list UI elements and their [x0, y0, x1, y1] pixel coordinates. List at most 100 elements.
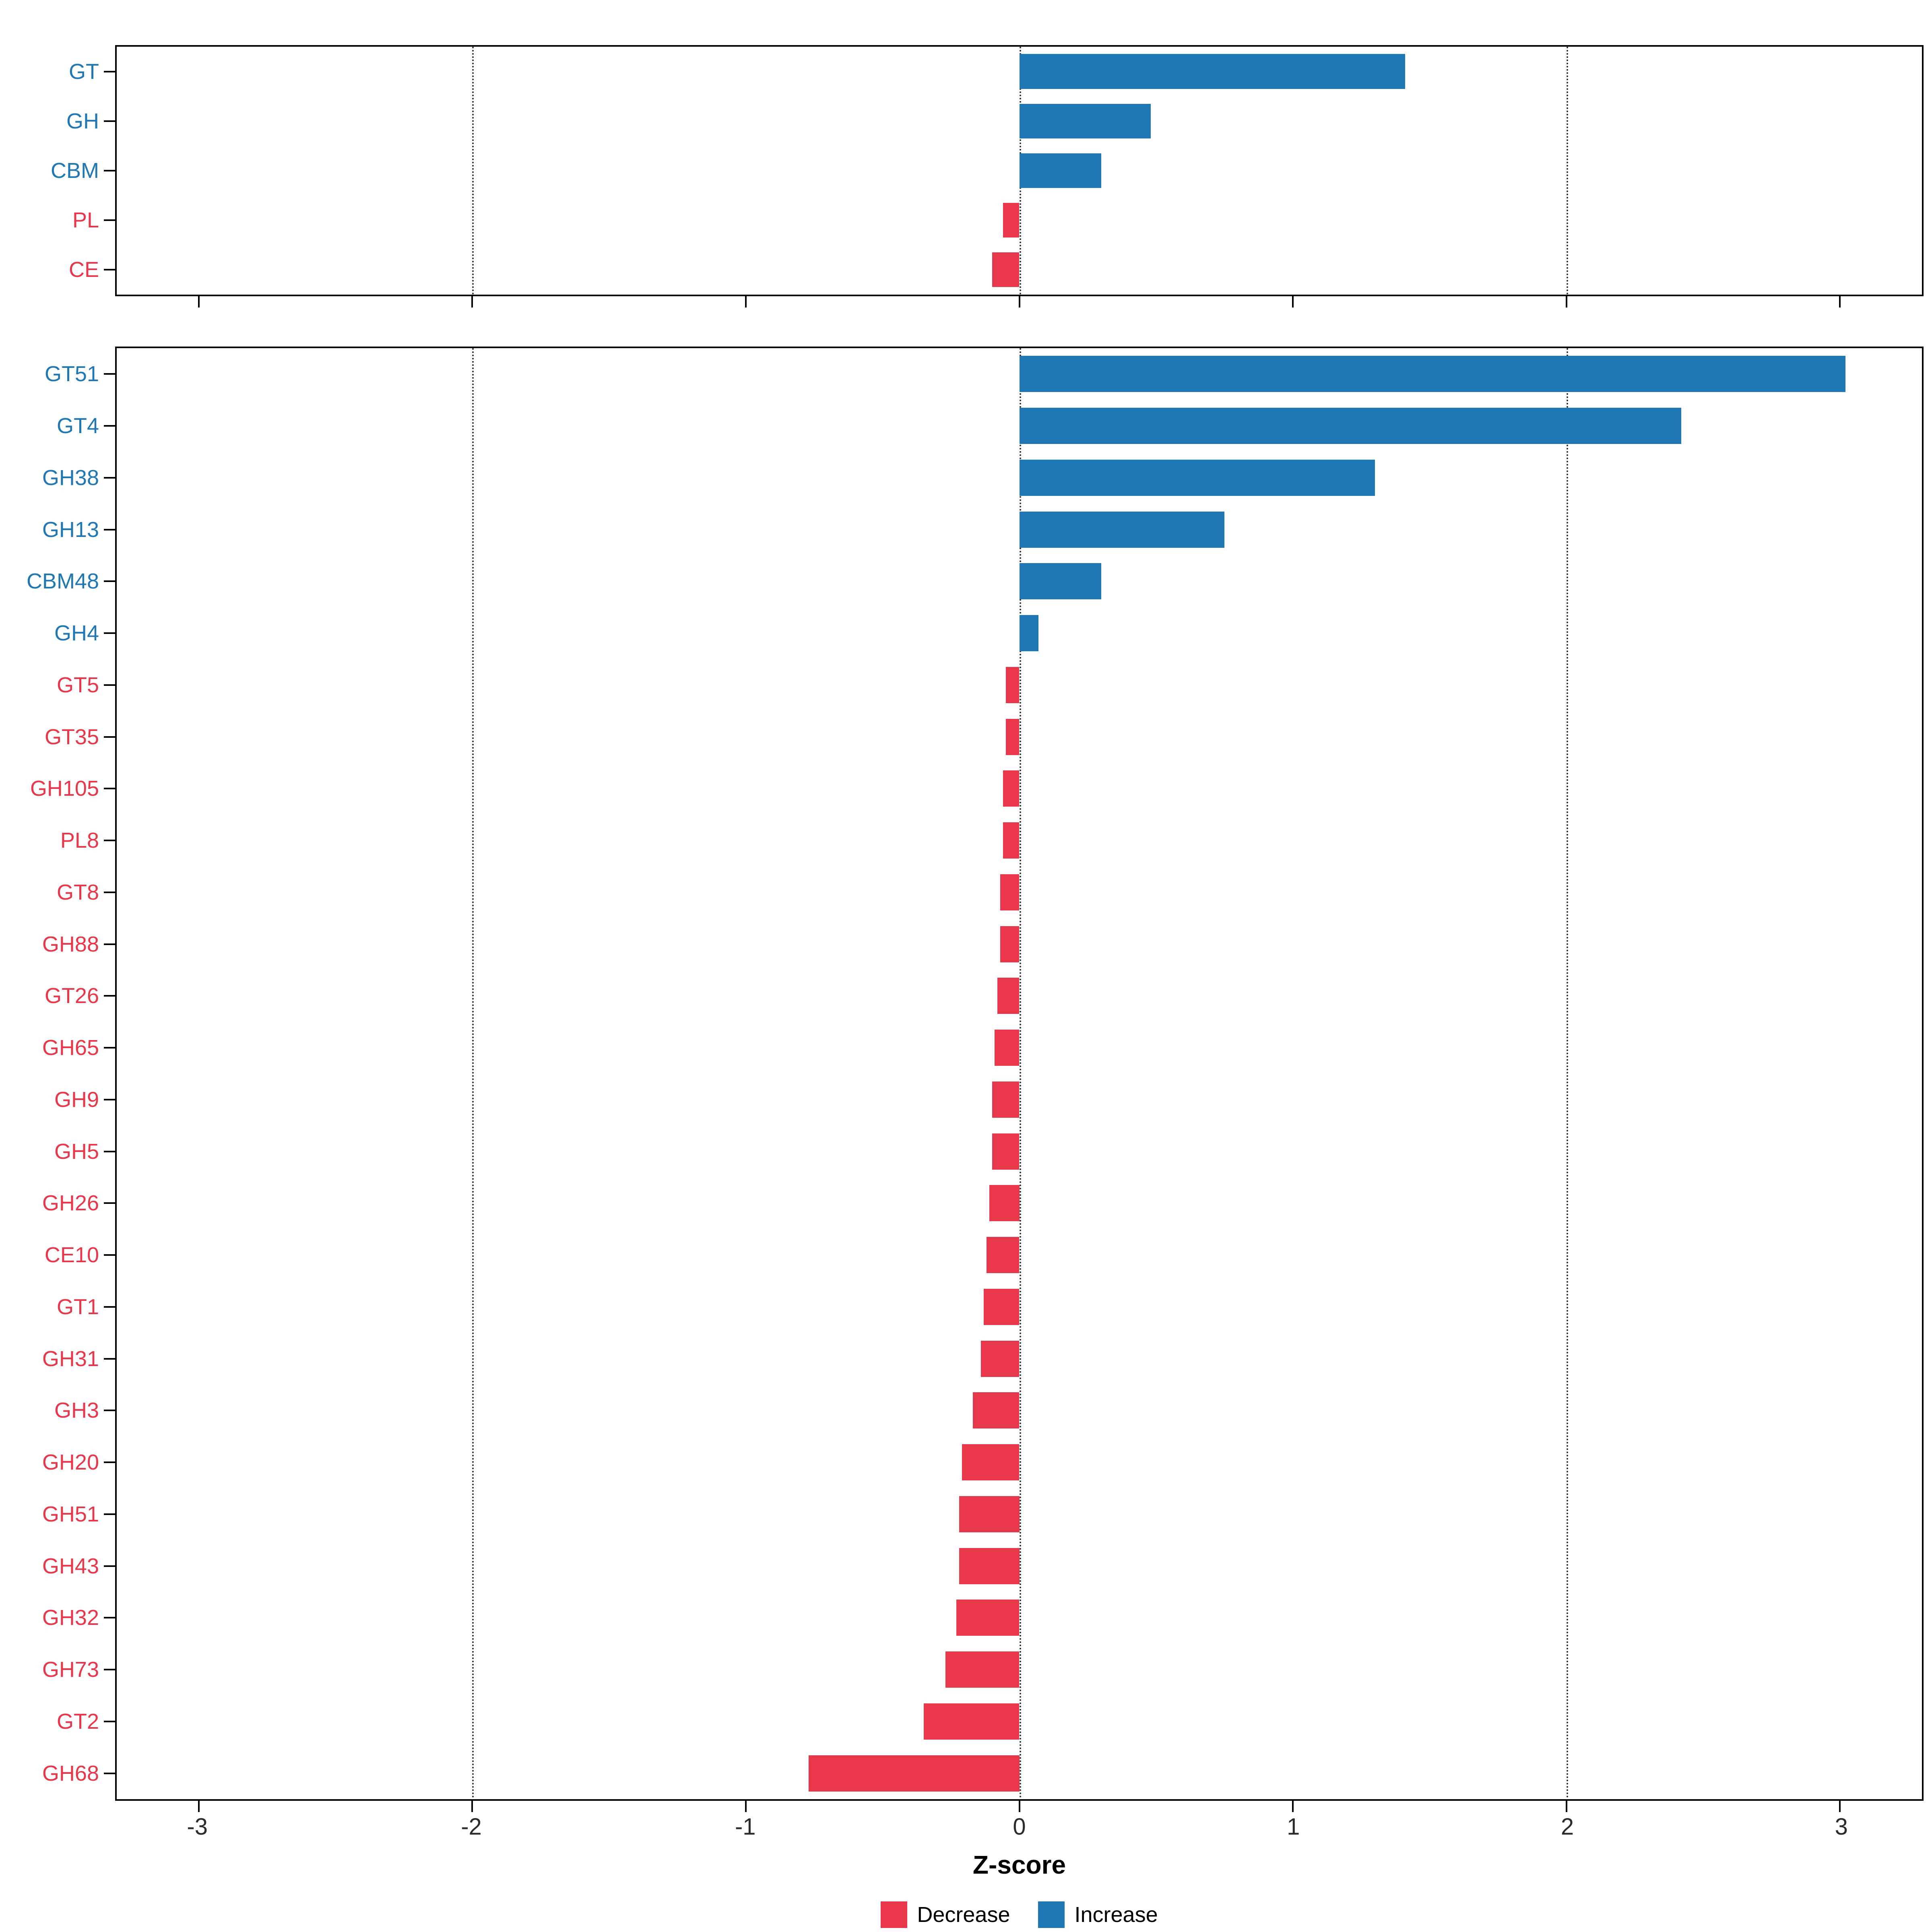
- y-axis-label-gh38: GH38: [42, 465, 99, 490]
- y-axis-tick: [104, 1358, 115, 1360]
- x-axis-tick: [1018, 296, 1020, 308]
- y-axis-label-gh3: GH3: [54, 1398, 99, 1423]
- bar-row: GH9: [54, 1074, 1922, 1126]
- bar-row: CBM48: [27, 555, 1922, 607]
- bar-row: GT: [69, 47, 1922, 96]
- bar-gh26: [989, 1185, 1020, 1222]
- x-axis-tick: [1565, 1801, 1567, 1812]
- bar-row: GT1: [57, 1281, 1922, 1333]
- y-axis-tick: [104, 1098, 115, 1100]
- y-axis-tick: [104, 632, 115, 634]
- y-axis-label-pl: PL: [72, 208, 99, 233]
- y-axis-label-gh32: GH32: [42, 1606, 99, 1630]
- y-axis-label-cbm48: CBM48: [26, 569, 99, 594]
- x-axis-tick: [745, 1801, 747, 1812]
- bar-row: GH38: [42, 452, 1922, 504]
- bar-row: GH43: [42, 1540, 1922, 1592]
- bar-gh65: [995, 1030, 1020, 1066]
- bar-row: GH32: [42, 1592, 1922, 1644]
- y-axis-tick: [104, 684, 115, 686]
- bar-gh43: [959, 1548, 1020, 1584]
- bar-row: GH73: [42, 1644, 1922, 1696]
- y-axis-tick: [104, 788, 115, 790]
- bar-gh3: [972, 1392, 1020, 1429]
- y-axis-tick: [104, 736, 115, 738]
- bar-gh105: [1003, 770, 1020, 807]
- bar-row: CE10: [45, 1229, 1922, 1281]
- bar-row: GH3: [54, 1385, 1922, 1437]
- y-axis-label-gh51: GH51: [42, 1502, 99, 1526]
- bar-row: GH105: [30, 763, 1922, 815]
- legend-label-decrease: Decrease: [917, 1903, 1010, 1927]
- y-axis-label-ce10: CE10: [44, 1243, 99, 1267]
- y-axis-tick: [104, 373, 115, 375]
- bar-gt8: [1000, 874, 1020, 910]
- y-axis-tick: [104, 70, 115, 72]
- y-axis-tick: [104, 1513, 115, 1515]
- bar-gt35: [1005, 718, 1020, 755]
- x-axis-tick: [1292, 1801, 1294, 1812]
- y-axis-label-gh88: GH88: [42, 932, 99, 956]
- y-axis-tick: [104, 1306, 115, 1308]
- gridline: [472, 348, 474, 1799]
- y-axis-label-gt51: GT51: [44, 362, 99, 386]
- y-axis-tick: [104, 1202, 115, 1204]
- bar-row: GH88: [42, 918, 1922, 970]
- bar-row: CBM: [51, 146, 1922, 195]
- bar-gt5: [1005, 667, 1020, 703]
- bar-row: GH51: [42, 1488, 1922, 1540]
- y-axis-tick: [104, 891, 115, 893]
- bar-gh5: [992, 1133, 1020, 1170]
- y-axis-tick: [104, 995, 115, 997]
- bar-cbm: [1019, 153, 1102, 188]
- x-axis-tick: [1292, 296, 1294, 308]
- x-axis-tick-labels: -3 -2 -1 0 1 2 3: [115, 1813, 1924, 1845]
- y-axis-tick: [104, 1617, 115, 1619]
- y-axis-tick: [104, 1254, 115, 1256]
- gridline: [1566, 47, 1568, 295]
- y-axis-label-gh73: GH73: [42, 1657, 99, 1682]
- y-axis-label-gt1: GT1: [56, 1294, 99, 1319]
- bar-gh31: [981, 1340, 1020, 1377]
- bar-row: GT2: [57, 1696, 1922, 1748]
- y-axis-label-gh31: GH31: [42, 1346, 99, 1371]
- y-axis-tick: [104, 580, 115, 582]
- y-axis-label-pl8: PL8: [60, 828, 99, 853]
- y-axis-label-gh13: GH13: [42, 517, 99, 542]
- y-axis-label-gt: GT: [69, 59, 99, 84]
- legend-item-increase: Increase: [1038, 1901, 1158, 1928]
- x-axis-tick: [745, 296, 747, 308]
- bar-row: GT51: [45, 348, 1922, 400]
- x-axis-tick-label: 0: [1013, 1814, 1026, 1840]
- gridline: [1019, 348, 1021, 1799]
- bar-row: GH4: [54, 607, 1922, 659]
- bar-gh68: [809, 1755, 1020, 1792]
- y-axis-tick: [104, 120, 115, 122]
- x-axis-title: Z-score: [972, 1850, 1066, 1879]
- bar-row: GT5: [57, 659, 1922, 711]
- bar-row: GT8: [57, 867, 1922, 919]
- bar-row: GT35: [45, 711, 1922, 763]
- x-axis-tick: [471, 296, 473, 308]
- x-axis-tick: [1839, 296, 1841, 308]
- bar-gh73: [945, 1651, 1020, 1688]
- y-axis-tick: [104, 1565, 115, 1567]
- bar-gt1: [984, 1288, 1020, 1325]
- y-axis-tick: [104, 477, 115, 479]
- bar-row: GT4: [57, 400, 1922, 452]
- bar-gt51: [1019, 356, 1845, 392]
- y-axis-tick: [104, 1669, 115, 1671]
- bar-row: GH26: [42, 1177, 1922, 1229]
- bar-row: CE: [69, 245, 1922, 295]
- bar-gh51: [959, 1496, 1020, 1532]
- y-axis-label-gh: GH: [66, 109, 99, 133]
- y-axis-tick: [104, 1772, 115, 1774]
- bar-ce10: [986, 1237, 1020, 1274]
- y-axis-label-gt35: GT35: [44, 724, 99, 749]
- bar-gt2: [923, 1703, 1020, 1740]
- bar-gh38: [1019, 459, 1375, 496]
- x-axis-tick-label: -3: [187, 1814, 208, 1840]
- gridline: [472, 47, 474, 295]
- y-axis-label-cbm: CBM: [51, 158, 99, 183]
- bar-row: GH31: [42, 1333, 1922, 1385]
